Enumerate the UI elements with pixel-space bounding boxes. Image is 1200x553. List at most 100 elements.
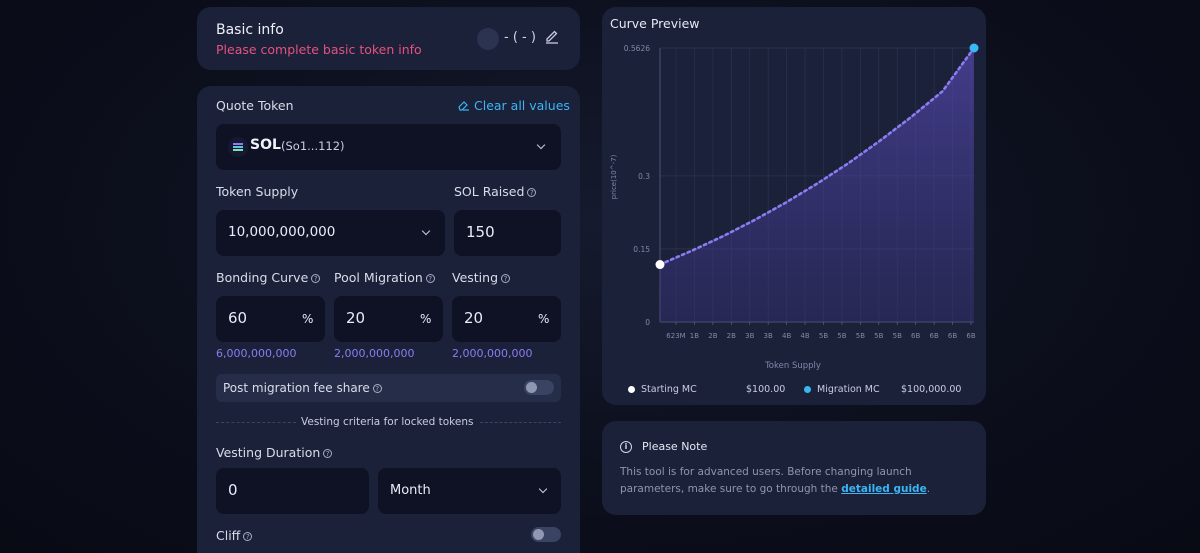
x-tick-label: 1B: [690, 332, 699, 340]
x-tick-label: 3B: [745, 332, 754, 340]
x-tick-label: 623M: [666, 332, 685, 340]
quote-token-select[interactable]: SOL (So1...112): [216, 124, 561, 170]
post-migration-toggle[interactable]: [524, 380, 554, 395]
pool-migration-label-wrap: Pool Migration?: [334, 270, 435, 285]
percent-sign: %: [302, 312, 314, 326]
curve-chart: 0 0.15 0.3 0.5626 623M 1B 2B 2B 3B 3B 4B 4B 5B 5B 5B 5B…: [610, 43, 979, 371]
post-migration-row: Post migration fee share?: [216, 374, 561, 402]
note-text: This tool is for advanced users. Before …: [620, 464, 950, 498]
chevron-down-icon: [421, 226, 431, 236]
vesting-amount: 2,000,000,000: [452, 347, 533, 360]
token-supply-label: Token Supply: [216, 184, 299, 199]
y-tick-label: 0: [645, 318, 650, 327]
sol-raised-input[interactable]: 150: [454, 210, 561, 256]
cliff-toggle[interactable]: [531, 527, 561, 542]
basic-info-card: Basic info Please complete basic token i…: [197, 7, 580, 70]
x-tick-label: 4B: [782, 332, 791, 340]
sol-raised-value: 150: [466, 223, 495, 241]
token-avatar: [477, 28, 499, 50]
starting-mc-value: $100.00: [746, 384, 786, 395]
x-tick-label: 3B: [764, 332, 773, 340]
pool-migration-amount: 2,000,000,000: [334, 347, 415, 360]
migration-point: [969, 43, 979, 53]
pool-migration-input[interactable]: 20 %: [334, 296, 443, 342]
x-tick-label: 6B: [911, 332, 920, 340]
curve-preview-card: Curve Preview 0 0.15 0.3 0.5626 623M 1B 2B 2B 3B…: [602, 7, 986, 405]
cliff-label: Cliff: [216, 528, 241, 543]
x-tick-label: 5B: [837, 332, 846, 340]
vesting-input[interactable]: 20 %: [452, 296, 561, 342]
sol-icon: [228, 137, 248, 157]
help-icon[interactable]: ?: [372, 384, 382, 393]
y-tick-label: 0.3: [638, 172, 650, 181]
help-icon[interactable]: ?: [501, 274, 511, 283]
starting-mc-label: Starting MC: [641, 384, 697, 395]
pool-migration-value: 20: [346, 309, 366, 327]
bonding-curve-label-wrap: Bonding Curve?: [216, 270, 321, 285]
bonding-curve-amount: 6,000,000,000: [216, 347, 297, 360]
help-icon[interactable]: ?: [311, 274, 321, 283]
quote-token-label: Quote Token: [216, 98, 294, 113]
curve-preview-title: Curve Preview: [610, 16, 700, 31]
bonding-curve-label: Bonding Curve: [216, 270, 309, 285]
token-supply-value: 10,000,000,000: [228, 224, 336, 240]
note-title: Please Note: [642, 440, 708, 453]
chevron-down-icon: [538, 484, 548, 494]
vesting-duration-input[interactable]: 0: [216, 468, 369, 514]
x-tick-label: 5B: [893, 332, 902, 340]
sol-raised-label: SOL Raised: [454, 184, 525, 199]
clear-all-button[interactable]: Clear all values: [457, 98, 570, 113]
info-icon: i: [620, 441, 632, 453]
x-tick-label: 6B: [948, 332, 957, 340]
starting-point: [655, 260, 665, 270]
migration-mc-dot: [804, 386, 811, 393]
vesting-label-wrap: Vesting?: [452, 270, 511, 285]
eraser-icon: [458, 101, 469, 111]
vesting-criteria-label: Vesting criteria for locked tokens: [301, 416, 474, 428]
chevron-down-icon: [536, 140, 546, 150]
note-card: i Please Note This tool is for advanced …: [602, 421, 986, 515]
vesting-unit-value: Month: [390, 483, 431, 498]
x-tick-label: 5B: [874, 332, 883, 340]
vesting-duration-value: 0: [228, 481, 238, 499]
detailed-guide-link[interactable]: detailed guide: [841, 483, 927, 495]
help-icon[interactable]: ?: [323, 449, 333, 458]
cliff-label-wrap: Cliff?: [216, 528, 253, 543]
post-migration-label: Post migration fee share: [223, 381, 370, 395]
starting-mc-dot: [628, 386, 635, 393]
basic-info-title: Basic info: [216, 22, 284, 38]
basic-info-warning: Please complete basic token info: [216, 42, 422, 57]
vesting-unit-select[interactable]: Month: [378, 468, 561, 514]
bonding-curve-value: 60: [228, 309, 248, 327]
x-tick-label: 6B: [929, 332, 938, 340]
y-axis-label: price(10^-7): [610, 154, 618, 199]
token-config-card: Quote Token Clear all values SOL (So1...…: [197, 86, 580, 553]
x-tick-label: 2B: [727, 332, 736, 340]
token-name-placeholder: - ( - ): [504, 30, 536, 45]
percent-sign: %: [538, 312, 550, 326]
token-supply-select[interactable]: 10,000,000,000: [216, 210, 445, 256]
pool-migration-label: Pool Migration: [334, 270, 423, 285]
y-tick-label: 0.5626: [624, 44, 650, 53]
vesting-duration-label-wrap: Vesting Duration?: [216, 445, 333, 460]
help-icon[interactable]: ?: [527, 188, 537, 197]
clear-all-label: Clear all values: [474, 98, 570, 113]
x-axis-label: Token Supply: [764, 361, 821, 371]
note-trailing: .: [926, 483, 931, 495]
bonding-curve-input[interactable]: 60 %: [216, 296, 325, 342]
divider: [216, 422, 296, 423]
percent-sign: %: [420, 312, 432, 326]
curve-line: [658, 46, 976, 266]
help-icon[interactable]: ?: [243, 532, 253, 541]
note-body: This tool is for advanced users. Before …: [620, 466, 912, 495]
sol-raised-label-wrap: SOL Raised?: [454, 184, 537, 199]
x-tick-label: 4B: [800, 332, 809, 340]
divider: [480, 422, 561, 423]
quote-token-symbol: SOL: [250, 137, 281, 153]
vesting-value: 20: [464, 309, 484, 327]
edit-icon[interactable]: [544, 28, 560, 44]
x-tick-label: 2B: [708, 332, 717, 340]
y-tick-label: 0.15: [633, 245, 650, 254]
help-icon[interactable]: ?: [425, 274, 435, 283]
migration-mc-label: Migration MC: [817, 384, 880, 395]
